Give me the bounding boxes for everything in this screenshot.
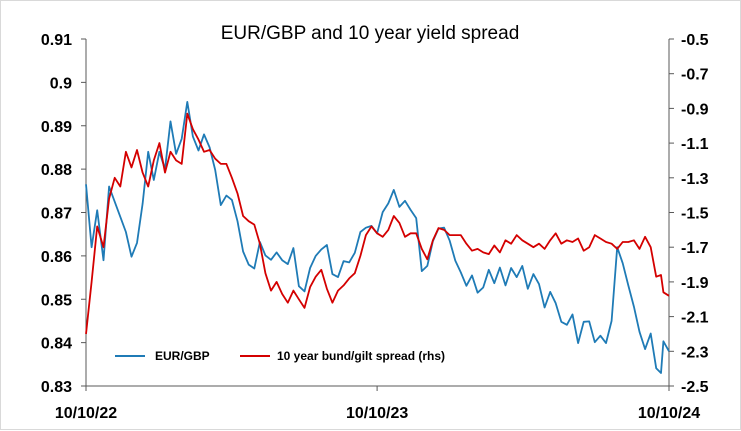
spread-series-line	[85, 112, 670, 335]
legend-label-spread: 10 year bund/gilt spread (rhs)	[277, 349, 445, 363]
left-axis-tick-label: 0.83	[41, 379, 72, 396]
right-axis-tick-label: -1.7	[681, 240, 709, 257]
left-axis-tick-label: 0.88	[41, 162, 72, 179]
right-axis-tick-label: -2.5	[681, 379, 709, 396]
left-axis-tick-label: 0.89	[41, 119, 72, 136]
eurgbp-series-line	[85, 101, 670, 374]
axes-layer: 0.91 0.9 0.89 0.88 0.87 0.86 0.85 0.84 0.83 -0.5 -…	[41, 32, 709, 422]
right-axis-tick-label: -2.3	[681, 344, 709, 361]
right-axis-tick-label: -2.1	[681, 310, 709, 327]
right-axis-tick-label: -1.9	[681, 275, 709, 292]
left-axis-tick-label: 0.91	[41, 32, 72, 49]
left-axis-tick-label: 0.9	[50, 75, 72, 92]
right-axis-tick-label: -1.5	[681, 206, 709, 223]
legend: EUR/GBP 10 year bund/gilt spread (rhs)	[115, 349, 445, 363]
right-axis-tick-label: -0.5	[681, 32, 709, 49]
x-axis-tick-label: 10/10/22	[55, 405, 117, 422]
left-axis-tick-label: 0.85	[41, 292, 72, 309]
right-axis-tick-label: -0.7	[681, 67, 709, 84]
x-axis-tick-label: 10/10/24	[638, 405, 700, 422]
x-axis-tick-label: 10/10/23	[346, 405, 408, 422]
left-axis-tick-label: 0.84	[41, 336, 72, 353]
chart-title: EUR/GBP and 10 year yield spread	[221, 23, 520, 44]
left-axis-tick-label: 0.86	[41, 249, 72, 266]
right-axis-tick-label: -1.3	[681, 171, 709, 188]
legend-label-eurgbp: EUR/GBP	[155, 349, 210, 363]
right-axis-tick-label: -0.9	[681, 101, 709, 118]
left-axis-tick-label: 0.87	[41, 206, 72, 223]
right-axis-tick-label: -1.1	[681, 136, 709, 153]
series-layer	[85, 101, 670, 374]
